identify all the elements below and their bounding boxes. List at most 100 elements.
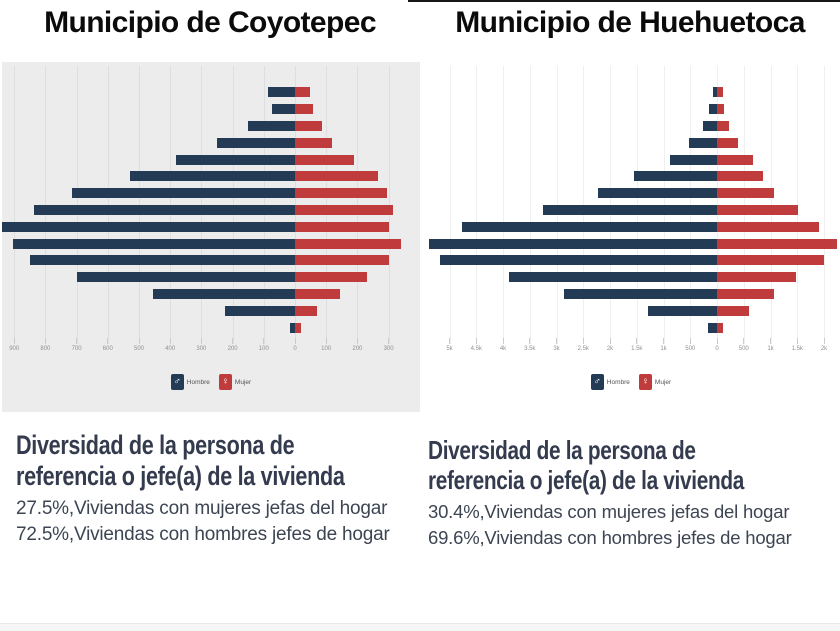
axis-tick-label: 600 — [102, 346, 113, 352]
axis-tick — [743, 338, 745, 344]
axis-tick — [663, 338, 664, 344]
legend: ♂ Hombre ♀ Mujer — [424, 374, 838, 390]
axis-tick-label: 1k — [660, 346, 667, 352]
axis-tick — [13, 338, 15, 344]
axis-tick-label: 500 — [133, 346, 144, 352]
bar-female — [717, 204, 798, 215]
pyramid-rows — [2, 84, 420, 336]
axis-tick-label: 900 — [9, 346, 20, 352]
chart-title-coyotepec: Municipio de Coyotepec — [44, 6, 376, 39]
axis-tick-label: 200 — [227, 346, 238, 352]
population-pyramid-coyotepec: 900 800 700 600 500 400 300 200 100 0 100 200 300 ♂ … — [2, 62, 420, 412]
slide-top-border-line — [408, 0, 840, 2]
male-icon: ♂ — [590, 374, 604, 390]
bar-female — [295, 288, 341, 299]
axis-tick-label: 1.5k — [631, 346, 643, 352]
axis-tick-label: 700 — [71, 346, 82, 352]
bar-male — [542, 204, 717, 215]
legend-label-male: Hombre — [606, 378, 630, 386]
bar-male — [76, 272, 295, 283]
pyramid-row — [424, 252, 838, 269]
axis-tick-label: 100 — [258, 346, 269, 352]
bar-female — [295, 87, 310, 98]
pyramid-row — [424, 151, 838, 168]
pyramid-row — [2, 252, 420, 269]
chart-title-huehuetoca: Municipio de Huehuetoca — [455, 6, 805, 39]
bar-male — [34, 204, 295, 215]
axis-tick — [529, 338, 531, 344]
pyramid-row — [2, 302, 420, 319]
axis-tick — [169, 338, 171, 344]
axis-tick — [263, 338, 265, 344]
axis-tick — [200, 338, 202, 344]
gridline — [449, 66, 451, 344]
bar-male — [217, 137, 295, 148]
pyramid-row — [424, 218, 838, 235]
bar-male — [702, 120, 717, 131]
axis-tick — [716, 338, 718, 344]
pyramid-row — [2, 118, 420, 135]
bar-female — [717, 288, 774, 299]
axis-tick-label: 1k — [767, 346, 774, 352]
bar-female — [295, 188, 388, 199]
axis-tick-label: 200 — [352, 346, 363, 352]
bar-male — [508, 272, 717, 283]
axis-tick-label: 100 — [321, 346, 332, 352]
x-axis: 900 800 700 600 500 400 300 200 100 0 100 200 300 — [2, 338, 420, 360]
bar-male — [462, 221, 717, 232]
axis-tick — [232, 338, 234, 344]
pyramid-row — [424, 286, 838, 303]
axis-tick — [502, 338, 504, 344]
info-stat-women: 30.4%,Viviendas con mujeres jefas del ho… — [428, 501, 790, 522]
bar-female — [295, 137, 332, 148]
axis-tick — [823, 338, 825, 344]
pyramid-row — [424, 235, 838, 252]
pyramid-row — [2, 185, 420, 202]
bar-female — [717, 238, 837, 249]
gridline — [476, 66, 478, 344]
pyramid-row — [424, 134, 838, 151]
pyramid-row — [424, 101, 838, 118]
plot-area — [424, 62, 838, 346]
axis-tick — [449, 338, 450, 344]
info-stat-women: 27.5%,Viviendas con mujeres jefas del ho… — [16, 498, 388, 519]
bar-female — [717, 87, 724, 98]
pyramid-rows — [424, 84, 838, 336]
bar-male — [71, 188, 295, 199]
pyramid-row — [424, 185, 838, 202]
axis-tick-label: 500 — [738, 346, 749, 352]
gridline — [14, 66, 16, 344]
pyramid-row — [424, 202, 838, 219]
bar-female — [717, 104, 725, 115]
male-icon: ♂ — [170, 374, 184, 390]
female-icon: ♀ — [638, 374, 652, 390]
female-icon: ♀ — [218, 374, 232, 390]
bar-male — [224, 305, 295, 316]
pyramid-row — [2, 101, 420, 118]
gridline — [529, 66, 531, 344]
axis-tick — [325, 338, 327, 344]
axis-tick — [689, 338, 691, 344]
axis-tick — [138, 338, 140, 344]
axis-tick-label: 400 — [165, 346, 176, 352]
pyramid-row — [2, 286, 420, 303]
axis-tick-label: 2k — [606, 346, 614, 352]
legend-label-female: Mujer — [234, 378, 252, 386]
bar-female — [717, 154, 753, 165]
bar-male — [2, 221, 295, 232]
bar-female — [717, 120, 729, 131]
bar-male — [669, 154, 717, 165]
pyramid-row — [424, 302, 838, 319]
gridline — [503, 66, 504, 344]
pyramid-row — [2, 151, 420, 168]
bar-female — [717, 272, 796, 283]
axis-tick-label: 3k — [553, 346, 560, 352]
pyramid-row — [2, 134, 420, 151]
info-heading-line2: referencia o jefe(a) de la vivienda — [428, 465, 744, 495]
bar-male — [248, 120, 295, 131]
bar-female — [717, 221, 820, 232]
bar-female — [295, 104, 314, 115]
legend-label-male: Hombre — [186, 378, 210, 386]
bar-female — [295, 305, 317, 316]
info-heading-line2: referencia o jefe(a) de la vivienda — [16, 461, 345, 491]
